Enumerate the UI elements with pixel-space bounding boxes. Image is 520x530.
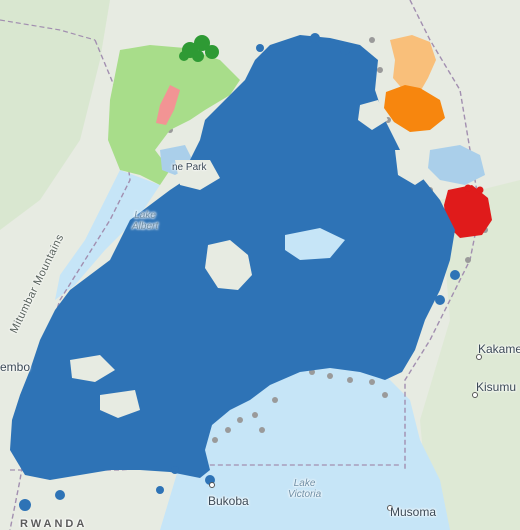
lake-albert bbox=[55, 170, 160, 300]
lake-albert-label-line2: Albert bbox=[132, 221, 159, 232]
border-north-west bbox=[0, 19, 96, 41]
city-label-west: embo bbox=[0, 360, 31, 374]
green-terrain-east bbox=[420, 180, 520, 530]
city-marker-musoma[interactable] bbox=[387, 505, 393, 511]
lake-victoria-label-line1: Lake bbox=[293, 478, 316, 489]
cluster-pink bbox=[156, 85, 180, 125]
city-label-bukoba: Bukoba bbox=[208, 494, 249, 508]
city-label-kakamega: Kakame bbox=[478, 342, 520, 356]
hole-north-west bbox=[175, 160, 220, 190]
lake-albert-label-line1: Lake bbox=[134, 210, 156, 221]
hole-west-1 bbox=[70, 355, 115, 382]
cluster-red-outliers bbox=[464, 184, 484, 194]
hole-north-east bbox=[358, 100, 388, 130]
lake-albert-label: Lake Albert bbox=[132, 210, 158, 232]
hole-kyoga bbox=[285, 228, 345, 260]
cluster-dark-green bbox=[179, 35, 219, 62]
green-terrain-west bbox=[0, 0, 110, 230]
city-marker-kisumu[interactable] bbox=[472, 392, 478, 398]
city-marker-bukoba[interactable] bbox=[209, 482, 215, 488]
city-label-musoma: Musoma bbox=[390, 505, 437, 519]
park-label: ne Park bbox=[172, 162, 207, 173]
city-marker-kakamega[interactable] bbox=[476, 354, 482, 360]
hole-west-2 bbox=[100, 390, 140, 418]
hole-central bbox=[205, 240, 252, 290]
cluster-light-blue-east bbox=[428, 145, 485, 185]
cluster-main-outliers bbox=[19, 33, 460, 511]
cluster-peach bbox=[390, 35, 436, 92]
lake-victoria-label: Lake Victoria bbox=[288, 478, 321, 500]
hole-east bbox=[395, 150, 430, 185]
cluster-light-green bbox=[108, 45, 240, 185]
cluster-orange bbox=[384, 85, 445, 132]
country-label-rwanda: RWANDA bbox=[20, 518, 88, 530]
lake-victoria-label-line2: Victoria bbox=[288, 489, 322, 500]
cluster-red bbox=[444, 185, 492, 238]
city-label-kisumu: Kisumu bbox=[476, 380, 517, 394]
